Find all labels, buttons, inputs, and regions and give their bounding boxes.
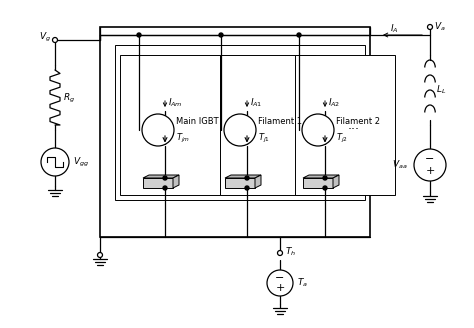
Circle shape xyxy=(98,253,102,257)
Bar xyxy=(115,45,365,200)
Text: $I_{Am}$: $I_{Am}$ xyxy=(168,97,183,109)
Circle shape xyxy=(163,186,167,190)
Polygon shape xyxy=(173,175,179,188)
Text: $T_{j2}$: $T_{j2}$ xyxy=(336,132,348,145)
Text: $T_h$: $T_h$ xyxy=(285,246,296,258)
Text: −: − xyxy=(425,154,435,164)
Polygon shape xyxy=(303,178,333,188)
Circle shape xyxy=(323,186,327,190)
Text: $V_a$: $V_a$ xyxy=(434,21,446,33)
Circle shape xyxy=(414,149,446,181)
Polygon shape xyxy=(225,175,261,178)
Circle shape xyxy=(224,114,256,146)
Circle shape xyxy=(163,176,167,180)
Text: $R_g$: $R_g$ xyxy=(63,92,75,105)
Circle shape xyxy=(137,33,141,37)
Text: $T_{jm}$: $T_{jm}$ xyxy=(176,132,190,145)
Text: $T_a$: $T_a$ xyxy=(297,277,308,289)
Circle shape xyxy=(41,148,69,176)
Polygon shape xyxy=(333,175,339,188)
Text: +: + xyxy=(275,283,285,293)
Text: $T_{j1}$: $T_{j1}$ xyxy=(258,132,270,145)
Circle shape xyxy=(277,251,283,256)
Circle shape xyxy=(245,186,249,190)
Bar xyxy=(120,55,220,195)
Circle shape xyxy=(323,176,327,180)
Text: $I_A$: $I_A$ xyxy=(390,23,399,35)
Bar xyxy=(220,55,315,195)
Text: $I_{A2}$: $I_{A2}$ xyxy=(328,97,340,109)
Text: Main IGBT: Main IGBT xyxy=(176,117,219,127)
Text: $V_{aa}$: $V_{aa}$ xyxy=(392,159,408,171)
Circle shape xyxy=(302,114,334,146)
Bar xyxy=(295,55,395,195)
Bar xyxy=(100,27,370,237)
Circle shape xyxy=(142,114,174,146)
Text: Filament 2: Filament 2 xyxy=(336,117,380,127)
Circle shape xyxy=(219,33,223,37)
Text: +: + xyxy=(425,166,435,176)
Text: $I_{A1}$: $I_{A1}$ xyxy=(250,97,263,109)
Polygon shape xyxy=(303,175,339,178)
Text: $V_g$: $V_g$ xyxy=(39,31,51,44)
Circle shape xyxy=(53,37,57,43)
Polygon shape xyxy=(143,178,173,188)
Circle shape xyxy=(428,25,432,30)
Circle shape xyxy=(267,270,293,296)
Polygon shape xyxy=(143,175,179,178)
Text: $L_L$: $L_L$ xyxy=(436,84,446,96)
Text: $V_{gg}$: $V_{gg}$ xyxy=(73,155,89,169)
Text: ···: ··· xyxy=(348,124,360,136)
Polygon shape xyxy=(255,175,261,188)
Text: Filament 1: Filament 1 xyxy=(258,117,302,127)
Circle shape xyxy=(297,33,301,37)
Text: −: − xyxy=(275,273,285,283)
Circle shape xyxy=(245,176,249,180)
Polygon shape xyxy=(225,178,255,188)
